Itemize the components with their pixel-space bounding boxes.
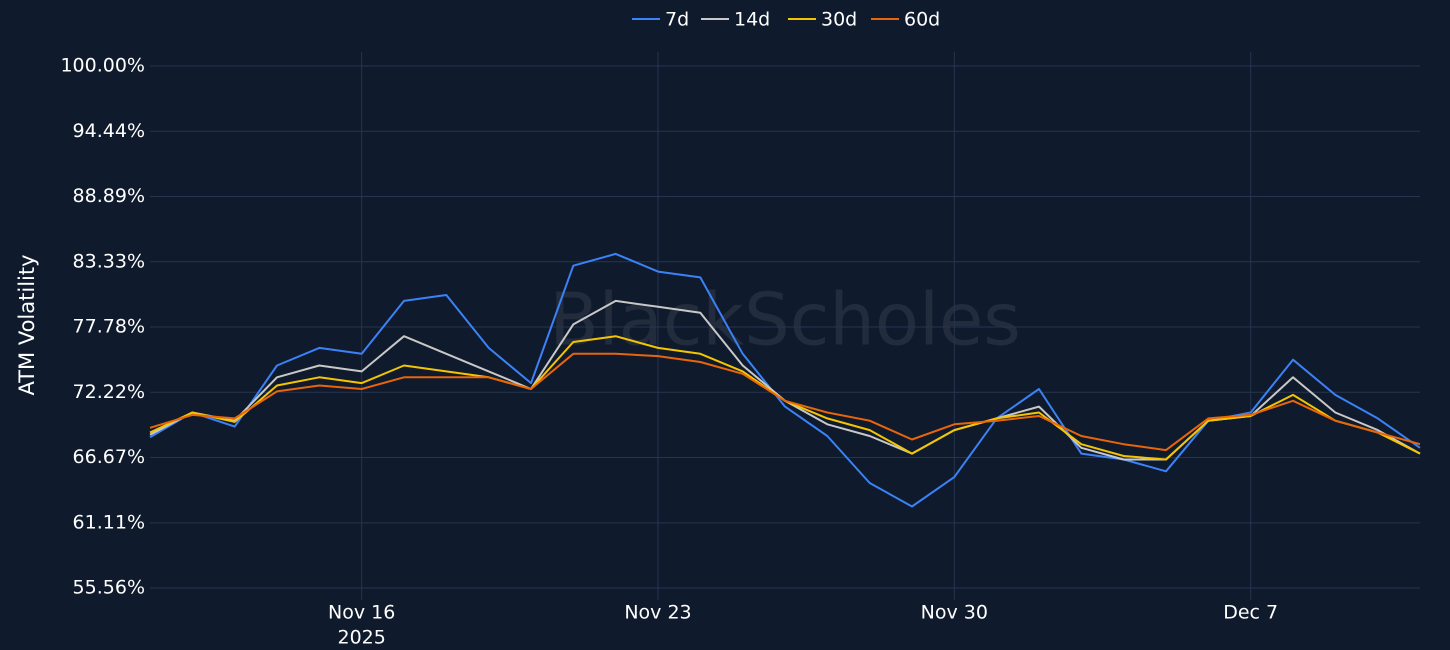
x-tick-label: Nov 16 [328,602,395,624]
y-tick-label: 72.22% [73,381,145,403]
x-tick-year: 2025 [337,627,385,649]
y-tick-label: 77.78% [73,315,145,337]
legend-label: 7d [665,9,689,31]
y-tick-label: 66.67% [73,446,145,468]
y-axis-label: ATM Volatility [15,254,39,395]
y-tick-label: 88.89% [73,185,145,207]
legend-label: 30d [821,9,857,31]
watermark: BlackScholes [549,278,1021,362]
series-line [149,352,1421,452]
x-tick-label: Nov 30 [921,602,988,624]
y-tick-label: 100.00% [60,54,145,76]
y-tick-label: 61.11% [73,511,145,533]
y-tick-label: 55.56% [73,577,145,599]
y-tick-label: 94.44% [73,120,145,142]
legend-label: 60d [904,9,940,31]
y-tick-label: 83.33% [73,250,145,272]
legend-label: 14d [734,9,770,31]
x-tick-label: Nov 23 [624,602,691,624]
x-tick-label: Dec 7 [1223,602,1278,624]
